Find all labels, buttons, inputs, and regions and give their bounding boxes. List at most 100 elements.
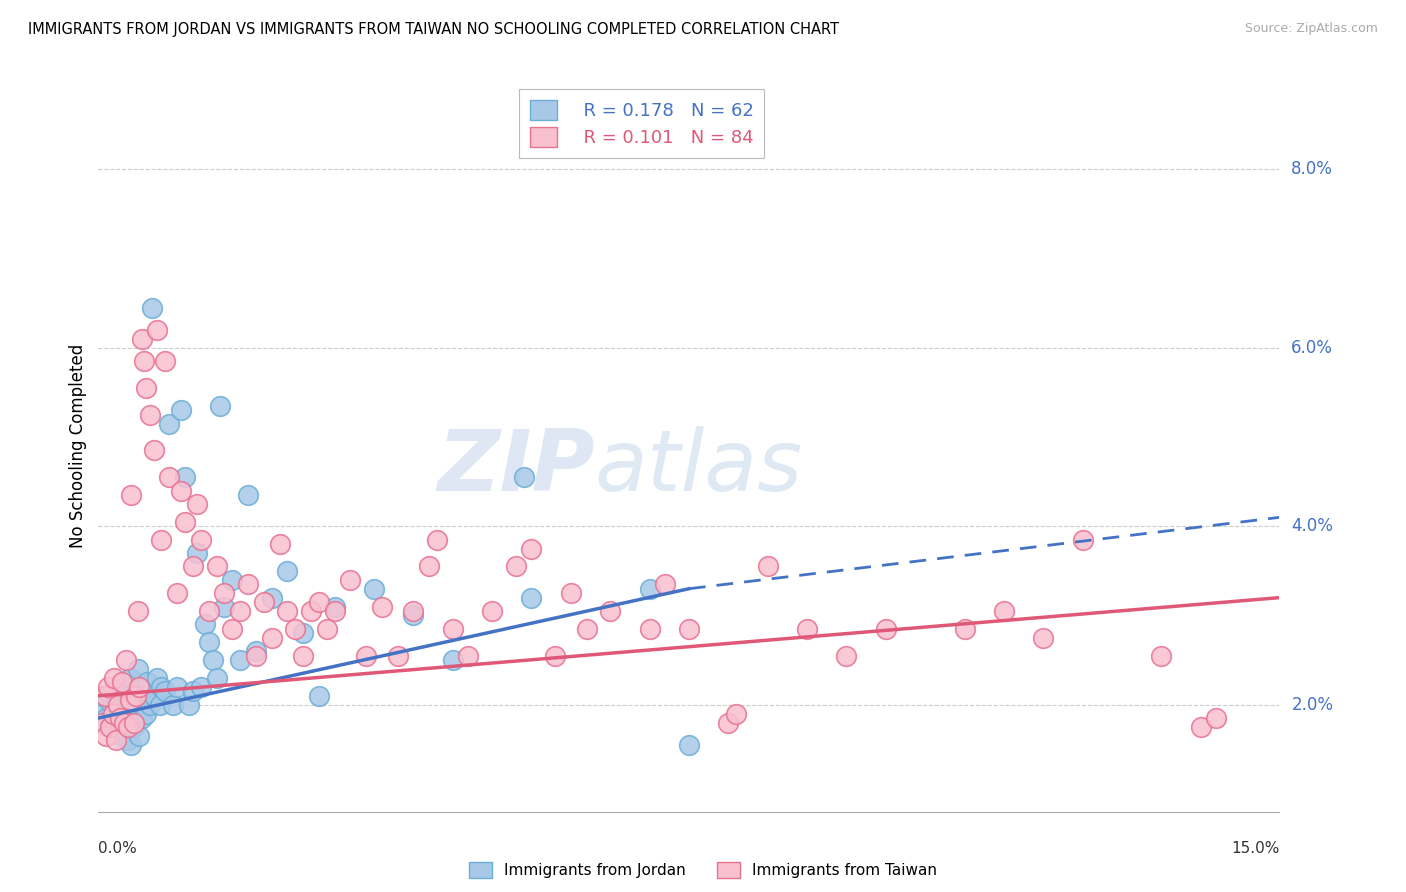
Text: 4.0%: 4.0%: [1291, 517, 1333, 535]
Point: [155, 684, 177, 698]
Point: [209, 399, 232, 413]
Point: [214, 599, 236, 614]
Point: [122, 720, 145, 734]
Point: [993, 604, 1015, 618]
Point: [117, 733, 139, 747]
Point: [138, 698, 160, 712]
Text: 0.0%: 0.0%: [98, 841, 138, 856]
Point: [512, 470, 534, 484]
Point: [181, 559, 204, 574]
Point: [426, 533, 449, 547]
Point: [110, 711, 132, 725]
Point: [91, 715, 114, 730]
Point: [150, 533, 173, 547]
Point: [236, 577, 259, 591]
Point: [1150, 648, 1173, 663]
Point: [201, 653, 224, 667]
Point: [103, 706, 125, 721]
Point: [260, 591, 283, 605]
Point: [97, 693, 120, 707]
Point: [953, 622, 976, 636]
Point: [166, 680, 188, 694]
Point: [142, 443, 165, 458]
Point: [103, 671, 125, 685]
Point: [98, 720, 121, 734]
Point: [146, 323, 169, 337]
Point: [299, 604, 322, 618]
Point: [93, 689, 115, 703]
Point: [118, 693, 141, 707]
Point: [418, 559, 440, 574]
Point: [638, 582, 661, 596]
Point: [796, 622, 818, 636]
Point: [142, 689, 165, 703]
Point: [457, 648, 479, 663]
Point: [756, 559, 779, 574]
Point: [245, 644, 267, 658]
Point: [135, 706, 157, 721]
Point: [186, 497, 208, 511]
Point: [725, 706, 748, 721]
Text: ZIP: ZIP: [437, 426, 595, 509]
Point: [214, 586, 236, 600]
Point: [481, 604, 503, 618]
Point: [131, 332, 153, 346]
Point: [127, 604, 149, 618]
Text: IMMIGRANTS FROM JORDAN VS IMMIGRANTS FROM TAIWAN NO SCHOOLING COMPLETED CORRELAT: IMMIGRANTS FROM JORDAN VS IMMIGRANTS FRO…: [28, 22, 839, 37]
Point: [170, 483, 193, 498]
Point: [101, 684, 124, 698]
Point: [122, 715, 145, 730]
Point: [229, 653, 252, 667]
Point: [402, 608, 425, 623]
Point: [110, 724, 132, 739]
Y-axis label: No Schooling Completed: No Schooling Completed: [69, 344, 87, 548]
Point: [339, 573, 361, 587]
Text: 6.0%: 6.0%: [1291, 339, 1333, 357]
Point: [132, 689, 155, 703]
Point: [186, 546, 208, 560]
Point: [292, 648, 315, 663]
Point: [1205, 711, 1227, 725]
Point: [104, 698, 127, 712]
Point: [197, 604, 219, 618]
Point: [166, 586, 188, 600]
Point: [121, 488, 143, 502]
Point: [284, 622, 307, 636]
Point: [835, 648, 858, 663]
Point: [112, 715, 135, 730]
Text: Source: ZipAtlas.com: Source: ZipAtlas.com: [1244, 22, 1378, 36]
Point: [253, 595, 276, 609]
Point: [678, 738, 700, 752]
Point: [371, 599, 394, 614]
Point: [138, 408, 160, 422]
Point: [149, 698, 172, 712]
Point: [205, 671, 228, 685]
Point: [441, 622, 464, 636]
Point: [678, 622, 700, 636]
Point: [354, 648, 377, 663]
Point: [150, 680, 173, 694]
Point: [520, 541, 543, 556]
Point: [96, 711, 118, 725]
Point: [112, 680, 135, 694]
Point: [520, 591, 543, 605]
Point: [101, 706, 124, 721]
Point: [170, 403, 193, 417]
Point: [402, 604, 425, 618]
Point: [1071, 533, 1094, 547]
Point: [111, 675, 134, 690]
Point: [638, 622, 661, 636]
Text: 2.0%: 2.0%: [1291, 696, 1333, 714]
Point: [141, 301, 163, 315]
Point: [190, 680, 212, 694]
Point: [308, 689, 330, 703]
Point: [194, 617, 217, 632]
Point: [107, 698, 129, 712]
Point: [93, 689, 115, 703]
Point: [155, 354, 177, 368]
Point: [560, 586, 582, 600]
Point: [205, 559, 228, 574]
Point: [323, 604, 346, 618]
Point: [125, 689, 148, 703]
Point: [221, 573, 243, 587]
